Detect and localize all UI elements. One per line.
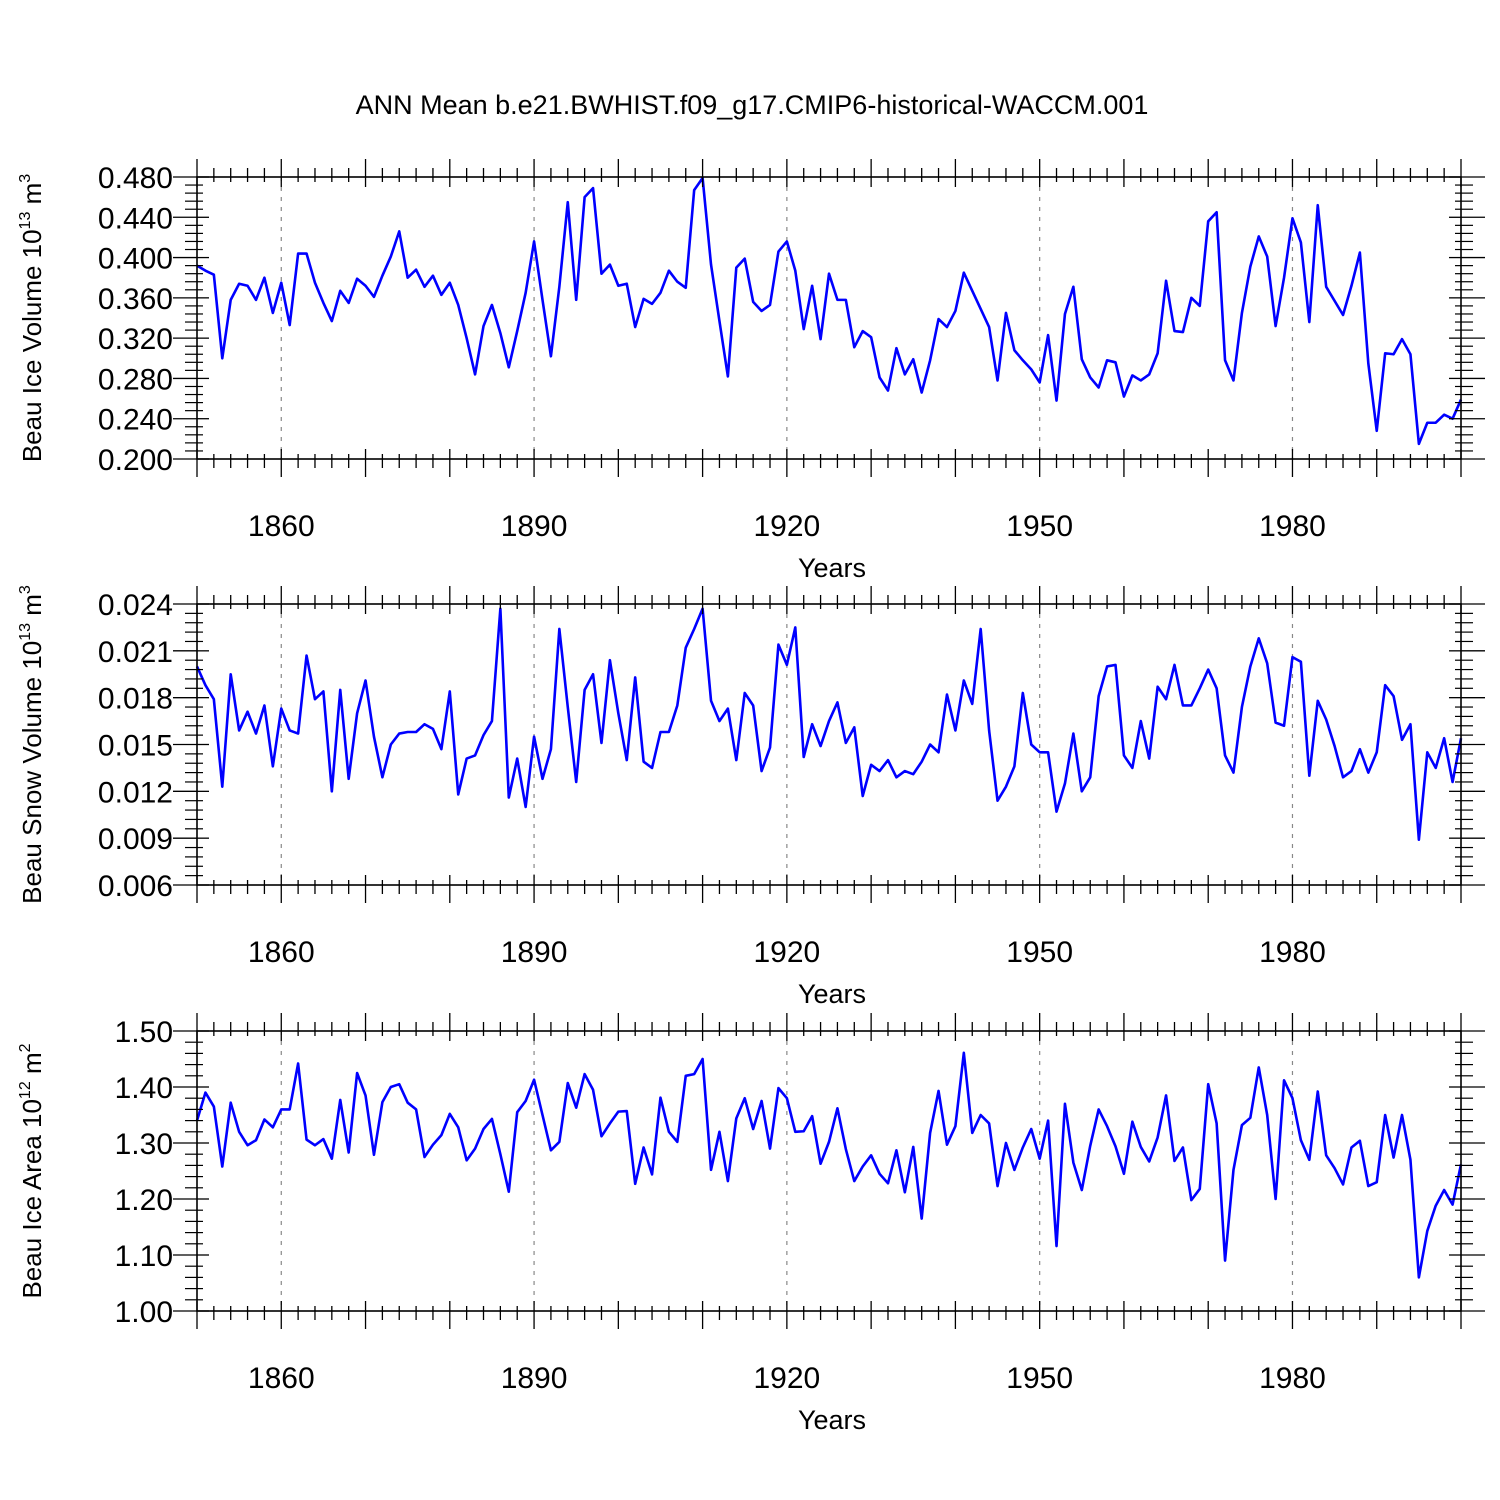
y-tick-label: 0.480	[98, 162, 173, 195]
y-tick-label: 1.30	[115, 1128, 173, 1161]
panel-snow_volume: 0.006 0.009 0.012 0.015 0.018 0.021 0.024 1860 1…	[17, 585, 1485, 1009]
figure-title: ANN Mean b.e21.BWHIST.f09_g17.CMIP6-hist…	[356, 90, 1149, 120]
x-tick-label: 1950	[1006, 510, 1073, 543]
panels: 0.200 0.240 0.280 0.320 0.360 0.400 0.440 0.480…	[17, 159, 1485, 1435]
y-axis-label: Beau Snow Volume 1013 m3	[17, 585, 47, 904]
x-tick-label: 1920	[753, 510, 820, 543]
x-tick-label: 1860	[248, 936, 315, 969]
y-tick-label: 0.200	[98, 444, 173, 477]
y-tick-label: 0.006	[98, 870, 173, 903]
x-tick-label: 1920	[753, 1362, 820, 1395]
x-tick-label: 1890	[501, 936, 568, 969]
y-axis-label-text: Beau Ice Area 10	[17, 1099, 47, 1298]
y-tick-label: 0.012	[98, 776, 173, 809]
x-tick-label: 1950	[1006, 1362, 1073, 1395]
y-tick-label: 0.015	[98, 730, 173, 763]
x-tick-label: 1950	[1006, 936, 1073, 969]
y-tick-label: 0.400	[98, 243, 173, 276]
panel-ice_area: 1.00 1.10 1.20 1.30 1.40 1.50 1860 1890 1920 1950…	[17, 1013, 1485, 1435]
y-axis-label-text: Beau Snow Volume 10	[17, 641, 47, 904]
x-axis-label: Years	[798, 979, 866, 1009]
x-tick-label: 1980	[1259, 936, 1326, 969]
y-axis-label-unit-exponent: 3	[17, 174, 34, 183]
y-axis-label-exponent: 13	[17, 623, 34, 641]
y-tick-label: 0.240	[98, 404, 173, 437]
y-tick-label: 1.10	[115, 1240, 173, 1273]
y-axis-label-exponent: 13	[17, 212, 34, 230]
y-tick-label: 0.320	[98, 323, 173, 356]
x-axis-label: Years	[798, 553, 866, 583]
y-axis-label-unit: m	[17, 1052, 47, 1081]
x-tick-label: 1920	[753, 936, 820, 969]
y-axis-label-exponent: 12	[17, 1081, 34, 1099]
y-tick-label: 1.20	[115, 1184, 173, 1217]
y-axis-label: Beau Ice Volume 1013 m3	[17, 174, 47, 462]
y-axis-label: Beau Ice Area 1012 m2	[17, 1043, 47, 1298]
x-tick-label: 1860	[248, 1362, 315, 1395]
y-tick-label: 0.018	[98, 683, 173, 716]
plot-frame-ice_area	[196, 1030, 1462, 1312]
y-tick-label: 0.440	[98, 202, 173, 235]
y-tick-label: 1.40	[115, 1072, 173, 1105]
y-tick-label: 1.50	[115, 1016, 173, 1049]
series-line-ice_volume	[196, 176, 1463, 446]
y-axis-label-unit-exponent: 2	[17, 1043, 34, 1052]
x-tick-label: 1980	[1259, 510, 1326, 543]
x-tick-label: 1860	[248, 510, 315, 543]
y-axis-label-unit: m	[17, 594, 47, 623]
series-line-snow_volume	[195, 607, 1463, 842]
y-tick-label: 0.360	[98, 283, 173, 316]
y-tick-label: 0.009	[98, 823, 173, 856]
y-tick-label: 0.280	[98, 363, 173, 396]
x-tick-label: 1890	[501, 510, 568, 543]
x-tick-label: 1980	[1259, 1362, 1326, 1395]
x-axis-label: Years	[798, 1405, 866, 1435]
y-tick-label: 0.021	[98, 636, 173, 669]
y-tick-label: 0.024	[98, 589, 173, 622]
y-axis-label-unit-exponent: 3	[17, 585, 34, 594]
x-tick-label: 1890	[501, 1362, 568, 1395]
panel-ice_volume: 0.200 0.240 0.280 0.320 0.360 0.400 0.440 0.480…	[17, 159, 1485, 583]
y-tick-label: 1.00	[115, 1296, 173, 1329]
plot-frame-ice_volume	[196, 176, 1462, 460]
series-line-ice_area	[195, 1051, 1463, 1279]
y-axis-label-text: Beau Ice Volume 10	[17, 229, 47, 462]
y-axis-label-unit: m	[17, 183, 47, 212]
